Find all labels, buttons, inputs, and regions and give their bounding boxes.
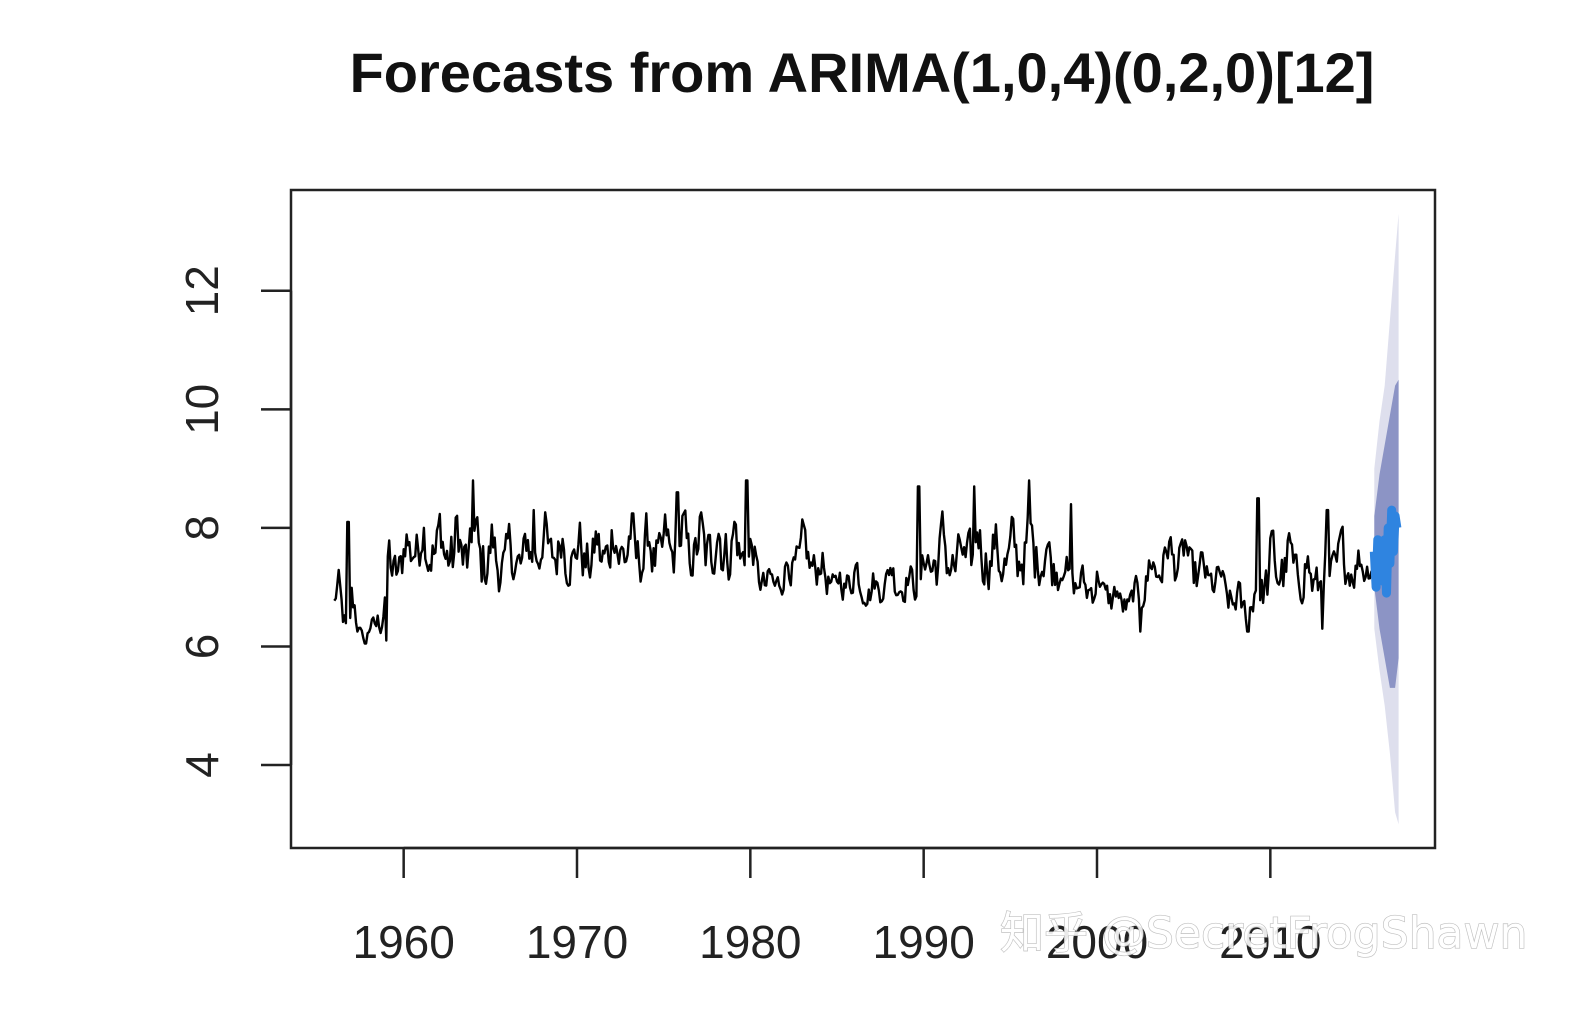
x-axis: 1960 1970 1980 1990 2000 2010	[352, 846, 1322, 968]
x-tick-label-1960: 1960	[352, 916, 454, 968]
y-tick-label-12: 12	[176, 265, 228, 316]
plot-frame	[289, 188, 1437, 850]
x-tick-label-1990: 1990	[872, 916, 974, 968]
y-tick-label-4: 4	[176, 752, 228, 778]
series-layer	[333, 479, 1402, 645]
y-tick-label-6: 6	[176, 634, 228, 660]
x-tick-label-1970: 1970	[526, 916, 628, 968]
chart-title: Forecasts from ARIMA(1,0,4)(0,2,0)[12]	[350, 41, 1375, 104]
x-tick-label-2010: 2010	[1219, 916, 1321, 968]
watermark: 知乎 @SecretFrogShawn	[1000, 908, 1527, 959]
y-tick-label-10: 10	[176, 384, 228, 435]
y-axis: 4 6 8 10 12	[176, 265, 293, 778]
series-line-observed	[333, 479, 1376, 645]
series-line-forecast	[1369, 505, 1402, 598]
y-tick-label-8: 8	[176, 515, 228, 541]
x-tick-label-1980: 1980	[699, 916, 801, 968]
x-tick-label-2000: 2000	[1046, 916, 1148, 968]
